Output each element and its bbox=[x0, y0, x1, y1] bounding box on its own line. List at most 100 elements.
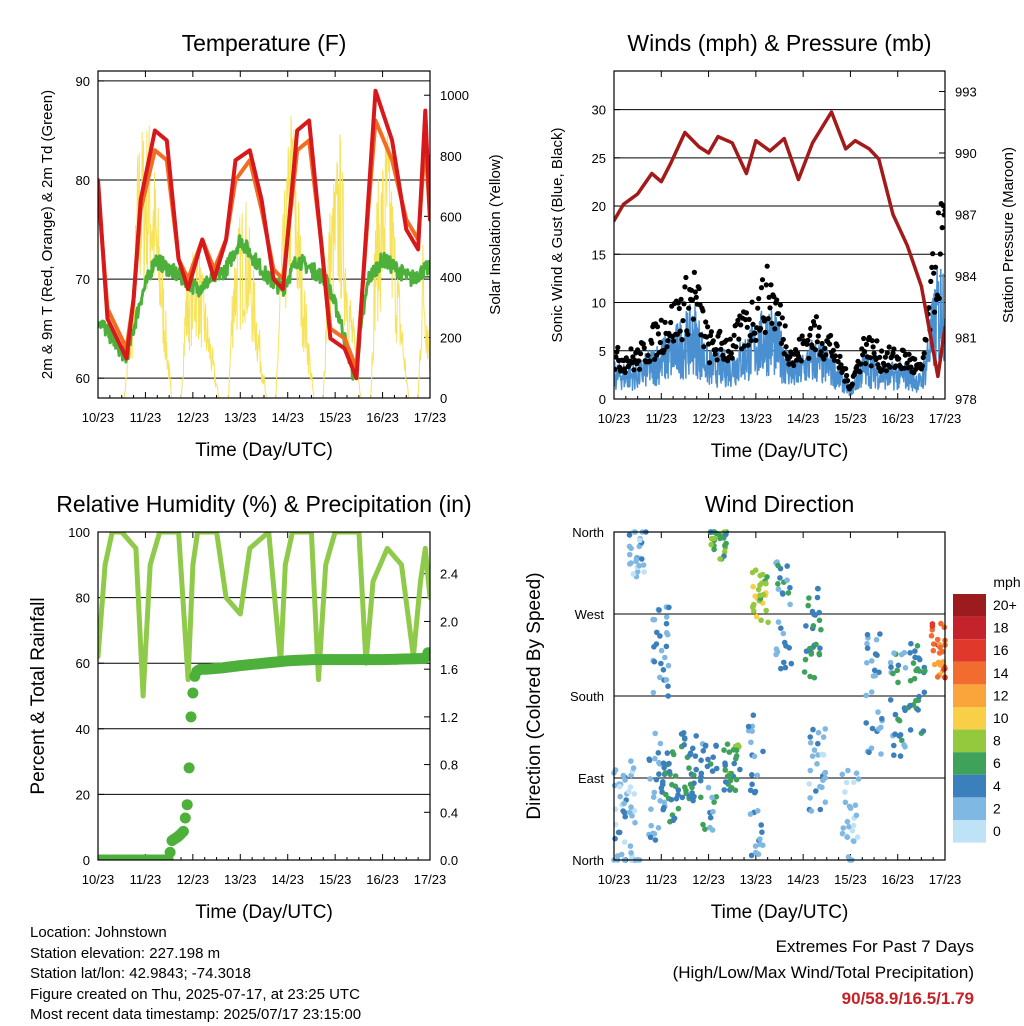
humidity-xtick-label: 10/23 bbox=[82, 872, 115, 887]
direction-point bbox=[634, 568, 641, 575]
direction-point bbox=[895, 679, 901, 686]
direction-xlabel: Time (Day/UTC) bbox=[711, 902, 849, 923]
station-elevation: Station elevation: 227.198 m bbox=[30, 944, 221, 962]
direction-xtick-label: 12/23 bbox=[692, 872, 725, 887]
gust-point bbox=[879, 348, 885, 354]
direction-point bbox=[934, 636, 941, 643]
gust-point bbox=[703, 319, 709, 325]
gust-point bbox=[763, 282, 769, 288]
gust-point bbox=[937, 251, 943, 257]
direction-point bbox=[628, 560, 634, 566]
direction-xtick-label: 10/23 bbox=[598, 872, 631, 887]
colorbar-label: 12 bbox=[993, 687, 1009, 703]
gust-point bbox=[628, 346, 634, 352]
gust-point bbox=[869, 338, 875, 344]
gust-point bbox=[758, 325, 764, 332]
direction-point bbox=[655, 825, 662, 831]
direction-point bbox=[752, 788, 759, 795]
gust-point bbox=[906, 351, 912, 357]
winds-title: Winds (mph) & Pressure (mb) bbox=[627, 30, 931, 56]
gust-point bbox=[676, 305, 682, 312]
direction-border bbox=[613, 531, 946, 861]
gust-point bbox=[742, 317, 749, 323]
gust-point bbox=[816, 324, 822, 330]
gust-point bbox=[813, 314, 820, 320]
direction-point bbox=[691, 780, 697, 786]
direction-point bbox=[666, 760, 672, 767]
gust-point bbox=[744, 324, 750, 330]
colorbar-swatch bbox=[953, 774, 986, 798]
gust-point bbox=[635, 347, 641, 353]
gust-point bbox=[679, 337, 685, 343]
direction-point bbox=[629, 813, 635, 819]
gust-point bbox=[900, 347, 907, 354]
direction-point bbox=[869, 725, 876, 732]
direction-point bbox=[669, 781, 675, 788]
direction-point bbox=[653, 776, 660, 783]
gust-point bbox=[931, 270, 937, 276]
direction-point bbox=[748, 852, 755, 859]
gust-point bbox=[941, 212, 945, 218]
direction-point bbox=[814, 594, 821, 601]
gust-point bbox=[614, 349, 620, 355]
gust-point bbox=[830, 347, 837, 353]
direction-point bbox=[763, 607, 769, 614]
temperature-y2label: Solar Insolation (Yellow) bbox=[487, 154, 504, 314]
direction-point bbox=[664, 750, 671, 756]
gust-point bbox=[823, 352, 829, 358]
direction-point bbox=[713, 743, 719, 749]
winds-y2tick-label: 984 bbox=[955, 269, 977, 284]
direction-point bbox=[810, 623, 817, 629]
gust-point bbox=[747, 333, 753, 339]
temperature-y2tick-label: 400 bbox=[440, 270, 462, 285]
direction-point bbox=[866, 749, 872, 756]
direction-point bbox=[930, 647, 937, 654]
direction-point bbox=[897, 753, 904, 759]
gust-point bbox=[733, 344, 739, 350]
direction-point bbox=[727, 777, 734, 784]
direction-point bbox=[626, 551, 633, 558]
direction-point bbox=[873, 636, 880, 643]
direction-point bbox=[896, 733, 902, 739]
direction-point bbox=[890, 670, 896, 677]
gust-point bbox=[746, 316, 752, 322]
direction-point bbox=[802, 656, 809, 663]
gust-point bbox=[812, 347, 819, 353]
direction-point bbox=[876, 669, 882, 676]
direction-point bbox=[855, 776, 862, 782]
extremes-subtitle: (High/Low/Max Wind/Total Precipitation) bbox=[672, 963, 974, 982]
gust-point bbox=[901, 365, 907, 371]
direction-point bbox=[737, 766, 743, 773]
gust-point bbox=[834, 343, 840, 349]
gust-point bbox=[791, 362, 797, 368]
direction-point bbox=[817, 645, 823, 651]
direction-point bbox=[749, 772, 755, 778]
direction-point bbox=[811, 674, 818, 681]
direction-point bbox=[807, 795, 813, 801]
gust-point bbox=[758, 285, 765, 291]
gust-point bbox=[693, 294, 699, 300]
humidity-y2tick-label: 2.4 bbox=[440, 567, 458, 582]
gust-point bbox=[778, 340, 785, 346]
direction-point bbox=[665, 693, 671, 699]
direction-point bbox=[817, 783, 823, 790]
gust-point bbox=[706, 360, 713, 366]
direction-point bbox=[657, 633, 663, 639]
gust-point bbox=[655, 331, 662, 337]
gust-points bbox=[614, 201, 945, 392]
direction-point bbox=[751, 753, 758, 760]
gust-point bbox=[714, 357, 720, 363]
direction-point bbox=[892, 711, 899, 718]
relative-humidity-line bbox=[98, 532, 430, 699]
humidity-y2tick-label: 1.6 bbox=[440, 662, 458, 677]
direction-point bbox=[632, 819, 638, 826]
direction-point bbox=[657, 674, 663, 681]
colorbar-swatch bbox=[953, 594, 986, 617]
direction-point bbox=[750, 603, 756, 610]
direction-point bbox=[652, 837, 659, 843]
gust-point bbox=[683, 274, 689, 281]
direction-point bbox=[777, 575, 783, 581]
direction-point bbox=[681, 742, 687, 748]
colorbar-label: 16 bbox=[993, 642, 1009, 658]
direction-point bbox=[663, 614, 670, 620]
